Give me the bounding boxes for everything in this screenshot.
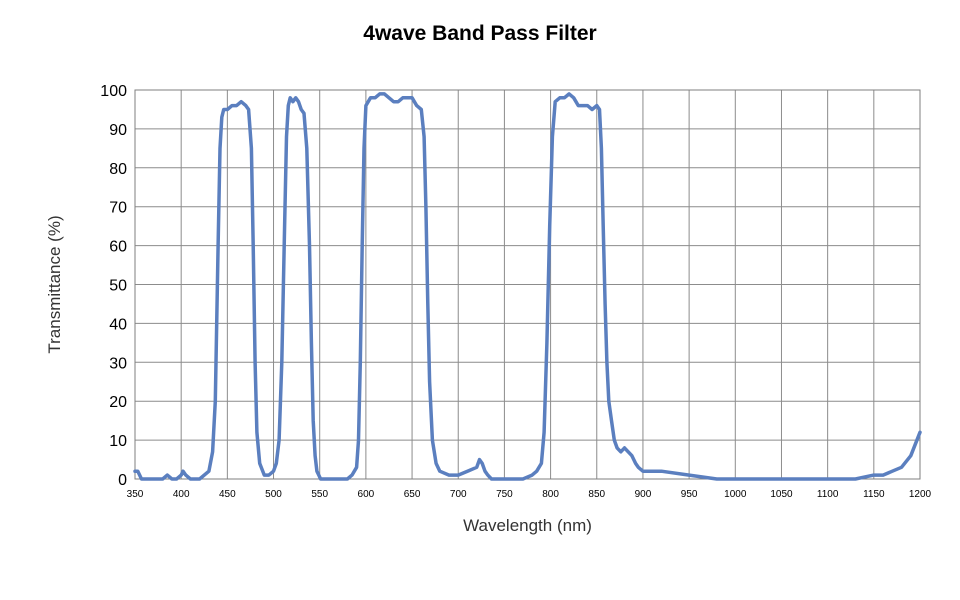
y-tick-label: 40: [109, 316, 127, 333]
y-tick-label: 0: [118, 472, 127, 489]
x-tick-label: 1200: [909, 489, 932, 500]
x-tick-label: 750: [496, 489, 513, 500]
y-tick-label: 100: [100, 83, 127, 100]
x-tick-label: 1050: [770, 489, 793, 500]
y-tick-label: 30: [109, 355, 127, 372]
transmittance-line: [133, 92, 922, 481]
y-tick-label: 80: [109, 161, 127, 178]
x-tick-label: 600: [358, 489, 375, 500]
x-tick-label: 1150: [863, 489, 885, 500]
y-tick-label: 10: [109, 433, 127, 450]
y-tick-label: 60: [109, 239, 127, 256]
x-tick-label: 700: [450, 489, 467, 500]
x-tick-label: 400: [173, 489, 190, 500]
y-tick-label: 90: [109, 122, 127, 139]
y-tick-label: 70: [109, 200, 127, 217]
x-tick-labels: 350 400 450 500 550 600 650 700 750 800 850 900 950 1…: [127, 489, 932, 500]
x-axis-label: Wavelength (nm): [463, 516, 592, 535]
y-tick-label: 50: [109, 278, 127, 295]
y-axis-label: Transmittance (%): [45, 215, 64, 353]
x-tick-label: 550: [311, 489, 328, 500]
plot-frame: [134, 89, 921, 480]
x-tick-label: 950: [681, 489, 698, 500]
x-tick-label: 1000: [724, 489, 747, 500]
x-tick-label: 450: [219, 489, 236, 500]
x-tick-label: 800: [542, 489, 559, 500]
y-tick-labels: 0 10 20 30 40 50 60 70 80 90 100: [100, 83, 127, 489]
x-tick-label: 1100: [817, 489, 839, 500]
chart-title: 4wave Band Pass Filter: [363, 22, 597, 45]
x-tick-label: 900: [635, 489, 652, 500]
y-tick-label: 20: [109, 394, 127, 411]
x-tick-label: 500: [265, 489, 282, 500]
x-tick-label: 850: [588, 489, 605, 500]
x-tick-label: 350: [127, 489, 144, 500]
x-tick-label: 650: [404, 489, 421, 500]
